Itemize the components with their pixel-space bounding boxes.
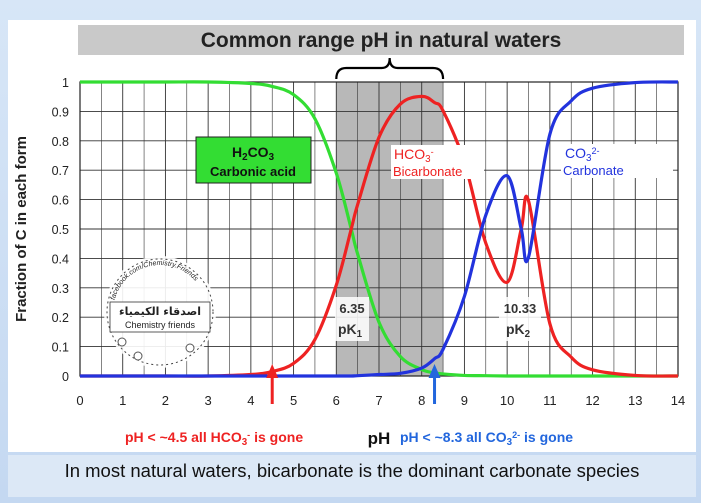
x-tick-label: 11 — [543, 393, 557, 408]
x-tick-label: 12 — [585, 393, 599, 408]
x-tick-label: 8 — [418, 393, 425, 408]
pk2-value: 10.33 — [504, 301, 537, 316]
bicarbonate-line — [80, 94, 679, 378]
y-tick-label: 0.2 — [52, 311, 69, 325]
note-right-part-0: pH < ~8.3 all CO — [400, 429, 507, 445]
carbonic-acid-name: Carbonic acid — [210, 164, 296, 179]
note-right-part-2: 2- — [512, 430, 520, 440]
carbonate-formula-part-1: 3 — [586, 153, 592, 164]
note-right-part-3: is gone — [520, 429, 573, 445]
y-tick-label: 1 — [62, 76, 69, 90]
carbonic-acid-formula-part-0: H — [232, 144, 242, 160]
watermark-english: Chemistry friends — [125, 320, 196, 330]
y-tick-label: 0.7 — [52, 164, 69, 178]
bicarbonate-formula-part-0: HCO — [394, 146, 425, 162]
x-tick-label: 7 — [375, 393, 382, 408]
arrow-right-head — [428, 364, 441, 378]
x-tick-label: 14 — [671, 393, 685, 408]
carbonic-acid-line — [80, 80, 678, 378]
x-tick-label: 3 — [205, 393, 212, 408]
carbonate-formula-part-0: CO — [565, 145, 586, 161]
carbonic-acid-formula-part-2: CO — [248, 144, 269, 160]
x-tick-label: 0 — [76, 393, 83, 408]
footer-caption: In most natural waters, bicarbonate is t… — [8, 455, 696, 497]
watermark-badge — [109, 301, 211, 333]
pk2-label: pK2 — [506, 321, 531, 340]
y-tick-label: 0.8 — [52, 135, 69, 149]
note-left-part-0: pH < ~4.5 all HCO — [125, 429, 242, 445]
y-tick-label: 0.1 — [52, 341, 69, 355]
chart-title: Common range pH in natural waters — [200, 29, 562, 52]
watermark-atom-icon — [117, 337, 127, 347]
x-tick-label: 13 — [628, 393, 642, 408]
note-left-part-3: is gone — [250, 429, 303, 445]
pk1-label-part-0: pK — [338, 321, 357, 337]
arrow-left-head — [266, 364, 279, 378]
y-tick-label: 0.9 — [52, 105, 69, 119]
note-right: pH < ~8.3 all CO32- is gone — [400, 429, 573, 448]
title-band — [78, 25, 684, 55]
y-axis-label: Fraction of C in each form — [13, 136, 30, 322]
carbonic-acid-formula-part-1: 2 — [242, 152, 248, 163]
note-left-part-2: - — [247, 430, 250, 440]
watermark-ring — [106, 258, 214, 366]
x-tick-label: 6 — [333, 393, 340, 408]
pk2-label-part-0: pK — [506, 321, 525, 337]
x-tick-label: 2 — [162, 393, 169, 408]
note-right-part-1: 3 — [507, 437, 513, 448]
bicarbonate-formula: HCO3- — [394, 146, 434, 165]
pk1-label: pK1 — [338, 321, 363, 340]
x-tick-label: 9 — [461, 393, 468, 408]
watermark-atom-icon — [133, 351, 143, 361]
bicarbonate-label-bg — [391, 145, 484, 179]
y-tick-label: 0.6 — [52, 194, 69, 208]
x-tick-label: 4 — [247, 393, 254, 408]
y-tick-label: 0.4 — [52, 252, 69, 266]
pk1-label-part-1: 1 — [357, 329, 363, 340]
carbonic-acid-label-box — [195, 136, 312, 184]
note-left: pH < ~4.5 all HCO3- is gone — [125, 429, 303, 448]
series-layer — [80, 80, 679, 378]
x-tick-label: 1 — [119, 393, 126, 408]
carbonate-formula-part-2: 2- — [591, 146, 599, 156]
axis-layer: 0 1 2 3 4 5 6 7 8 9 10 11 12 13 1400.10.20.30.40.50.60… — [13, 76, 685, 448]
bicarbonate-formula-part-2: - — [431, 147, 434, 157]
carbonic-acid-formula: H2CO3 — [232, 144, 275, 163]
pk2-label-bg — [499, 297, 541, 341]
note-left-part-1: 3 — [242, 437, 248, 448]
watermark-arabic: اصدقاء الكيمياء — [119, 305, 201, 318]
carbonate-label-bg — [561, 144, 673, 178]
carbonate-line — [80, 80, 679, 378]
x-tick-label: 5 — [290, 393, 297, 408]
pk2-label-part-1: 2 — [525, 329, 531, 340]
x-axis-label: pH — [368, 429, 391, 448]
pk1-label-bg — [335, 297, 369, 341]
carbonate-formula: CO32- — [565, 145, 600, 164]
pk1-value: 6.35 — [339, 301, 364, 316]
carbonic-acid-formula-part-3: 3 — [269, 152, 275, 163]
y-tick-label: 0.3 — [52, 282, 69, 296]
bicarbonate-formula-part-1: 3 — [425, 154, 431, 165]
common-range-bracket — [335, 57, 445, 80]
watermark-atom-icon — [185, 343, 195, 353]
x-tick-label: 10 — [500, 393, 514, 408]
y-tick-label: 0.5 — [52, 223, 69, 237]
carbonate-name: Carbonate — [563, 163, 624, 178]
bicarbonate-name: Bicarbonate — [393, 164, 462, 179]
y-tick-label: 0 — [62, 370, 69, 384]
